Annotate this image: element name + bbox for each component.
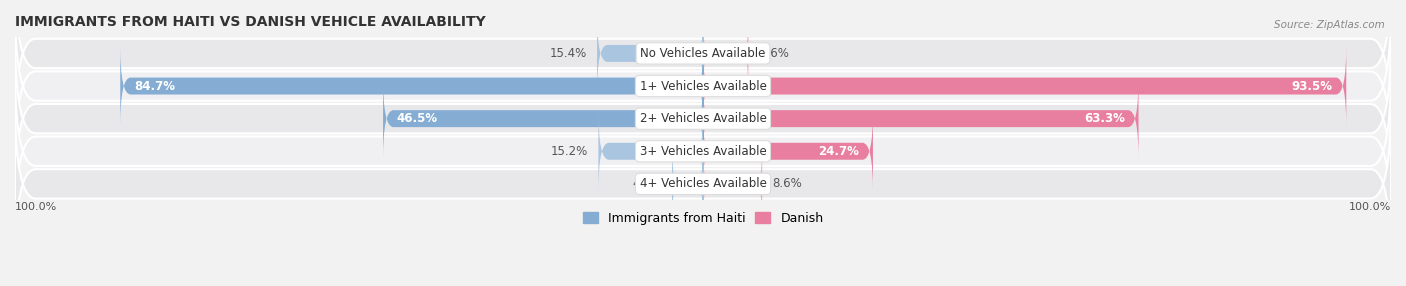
FancyBboxPatch shape [15,101,1391,267]
Text: 4+ Vehicles Available: 4+ Vehicles Available [640,177,766,190]
FancyBboxPatch shape [703,111,873,192]
Text: 24.7%: 24.7% [818,145,859,158]
Text: 15.4%: 15.4% [550,47,586,60]
Text: 93.5%: 93.5% [1292,80,1333,93]
Text: 100.0%: 100.0% [15,202,58,212]
Text: 100.0%: 100.0% [1348,202,1391,212]
FancyBboxPatch shape [382,78,703,159]
FancyBboxPatch shape [703,78,1139,159]
Text: 8.6%: 8.6% [772,177,803,190]
Text: 1+ Vehicles Available: 1+ Vehicles Available [640,80,766,93]
FancyBboxPatch shape [121,45,703,126]
Legend: Immigrants from Haiti, Danish: Immigrants from Haiti, Danish [578,207,828,230]
FancyBboxPatch shape [703,13,748,94]
Text: 2+ Vehicles Available: 2+ Vehicles Available [640,112,766,125]
Text: 3+ Vehicles Available: 3+ Vehicles Available [640,145,766,158]
FancyBboxPatch shape [15,35,1391,202]
FancyBboxPatch shape [15,3,1391,169]
Text: 4.5%: 4.5% [631,177,662,190]
FancyBboxPatch shape [598,13,703,94]
Text: Source: ZipAtlas.com: Source: ZipAtlas.com [1274,20,1385,30]
FancyBboxPatch shape [703,144,762,224]
FancyBboxPatch shape [703,45,1347,126]
FancyBboxPatch shape [15,0,1391,137]
FancyBboxPatch shape [599,111,703,192]
Text: 6.6%: 6.6% [759,47,789,60]
FancyBboxPatch shape [15,68,1391,235]
FancyBboxPatch shape [672,144,703,224]
Text: 63.3%: 63.3% [1084,112,1125,125]
Text: No Vehicles Available: No Vehicles Available [640,47,766,60]
Text: 84.7%: 84.7% [134,80,174,93]
Text: 46.5%: 46.5% [396,112,437,125]
Text: 15.2%: 15.2% [551,145,588,158]
Text: IMMIGRANTS FROM HAITI VS DANISH VEHICLE AVAILABILITY: IMMIGRANTS FROM HAITI VS DANISH VEHICLE … [15,15,485,29]
